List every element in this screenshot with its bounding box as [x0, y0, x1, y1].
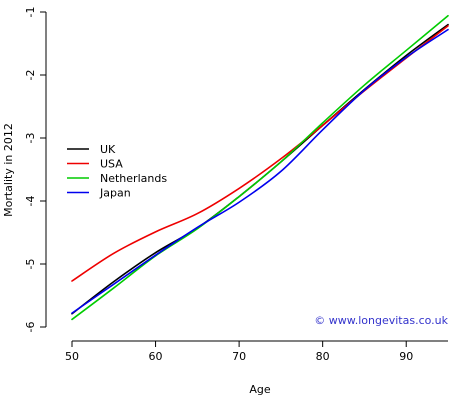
series-line-usa [71, 25, 449, 282]
x-ticks: 50 60 70 80 90 [65, 341, 413, 363]
y-axis-title: Mortality in 2012 [2, 123, 15, 217]
legend-label-usa: USA [100, 158, 123, 171]
y-tick-label--6: -6 [24, 322, 37, 333]
y-tick-label--5: -5 [24, 259, 37, 270]
x-tick-label-70: 70 [232, 350, 246, 363]
series-line-japan [71, 28, 449, 314]
x-tick-label-80: 80 [316, 350, 330, 363]
credit-text: © www.longevitas.co.uk [314, 314, 448, 327]
x-axis-title: Age [249, 383, 271, 396]
y-tick-label--2: -2 [24, 70, 37, 81]
y-ticks: -6 -5 -4 -3 -2 -1 [24, 7, 46, 333]
axes [45, 12, 448, 342]
x-tick-label-50: 50 [65, 350, 79, 363]
y-tick-label--4: -4 [24, 196, 37, 207]
y-tick-label--3: -3 [24, 133, 37, 144]
legend-label-japan: Japan [99, 187, 131, 200]
y-tick-label--1: -1 [24, 7, 37, 18]
x-tick-label-60: 60 [149, 350, 163, 363]
series-lines [71, 14, 449, 321]
series-line-netherlands [71, 14, 449, 321]
legend-label-netherlands: Netherlands [100, 172, 167, 185]
legend-label-uk: UK [100, 143, 116, 156]
x-tick-label-90: 90 [399, 350, 413, 363]
